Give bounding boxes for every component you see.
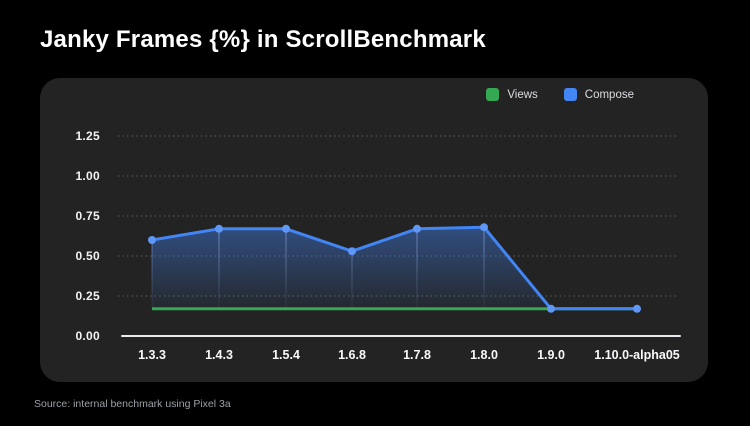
y-tick-label: 0.00 — [75, 329, 100, 343]
compose-data-point — [148, 236, 156, 244]
source-note: Source: internal benchmark using Pixel 3… — [34, 398, 231, 410]
x-tick-label: 1.7.8 — [403, 348, 431, 362]
compose-data-point — [348, 247, 356, 256]
compose-data-point — [282, 224, 290, 233]
page-title: Janky Frames {%} in ScrollBenchmark — [40, 26, 486, 53]
compose-data-point — [413, 224, 421, 233]
x-tick-label: 1.4.3 — [205, 348, 233, 362]
x-tick-label: 1.8.0 — [470, 348, 498, 362]
x-tick-label: 1.10.0-alpha05 — [594, 348, 680, 362]
legend-item-compose: Compose — [563, 88, 634, 101]
chart-card: Views Compose 0.00 0.25 0.50 0.75 1.00 1.25 1.… — [40, 78, 708, 382]
y-tick-label: 0.75 — [75, 209, 100, 223]
legend-label-compose: Compose — [584, 88, 634, 101]
compose-data-point — [215, 224, 223, 233]
y-tick-label: 0.25 — [75, 289, 100, 303]
compose-data-point — [480, 223, 488, 232]
chart-legend: Views Compose — [486, 88, 634, 101]
legend-label-views: Views — [507, 88, 538, 101]
x-tick-label: 1.6.8 — [338, 348, 366, 362]
compose-line — [150, 225, 639, 311]
compose-area — [152, 227, 637, 309]
compose-data-point — [633, 304, 641, 313]
y-tick-label: 1.00 — [75, 169, 100, 183]
y-tick-label: 0.50 — [75, 249, 100, 263]
x-tick-label: 1.5.4 — [272, 348, 300, 362]
line-chart: 0.00 0.25 0.50 0.75 1.00 1.25 1.3.3 1.4.3 1.5.4 1… — [75, 129, 681, 362]
legend-item-views: Views — [486, 88, 538, 101]
x-tick-label: 1.9.0 — [537, 348, 565, 362]
x-tick-label: 1.3.3 — [138, 348, 166, 362]
views-swatch-icon — [486, 88, 500, 101]
compose-swatch-icon — [563, 88, 577, 101]
y-tick-label: 1.25 — [75, 129, 100, 143]
compose-data-point — [547, 304, 555, 313]
